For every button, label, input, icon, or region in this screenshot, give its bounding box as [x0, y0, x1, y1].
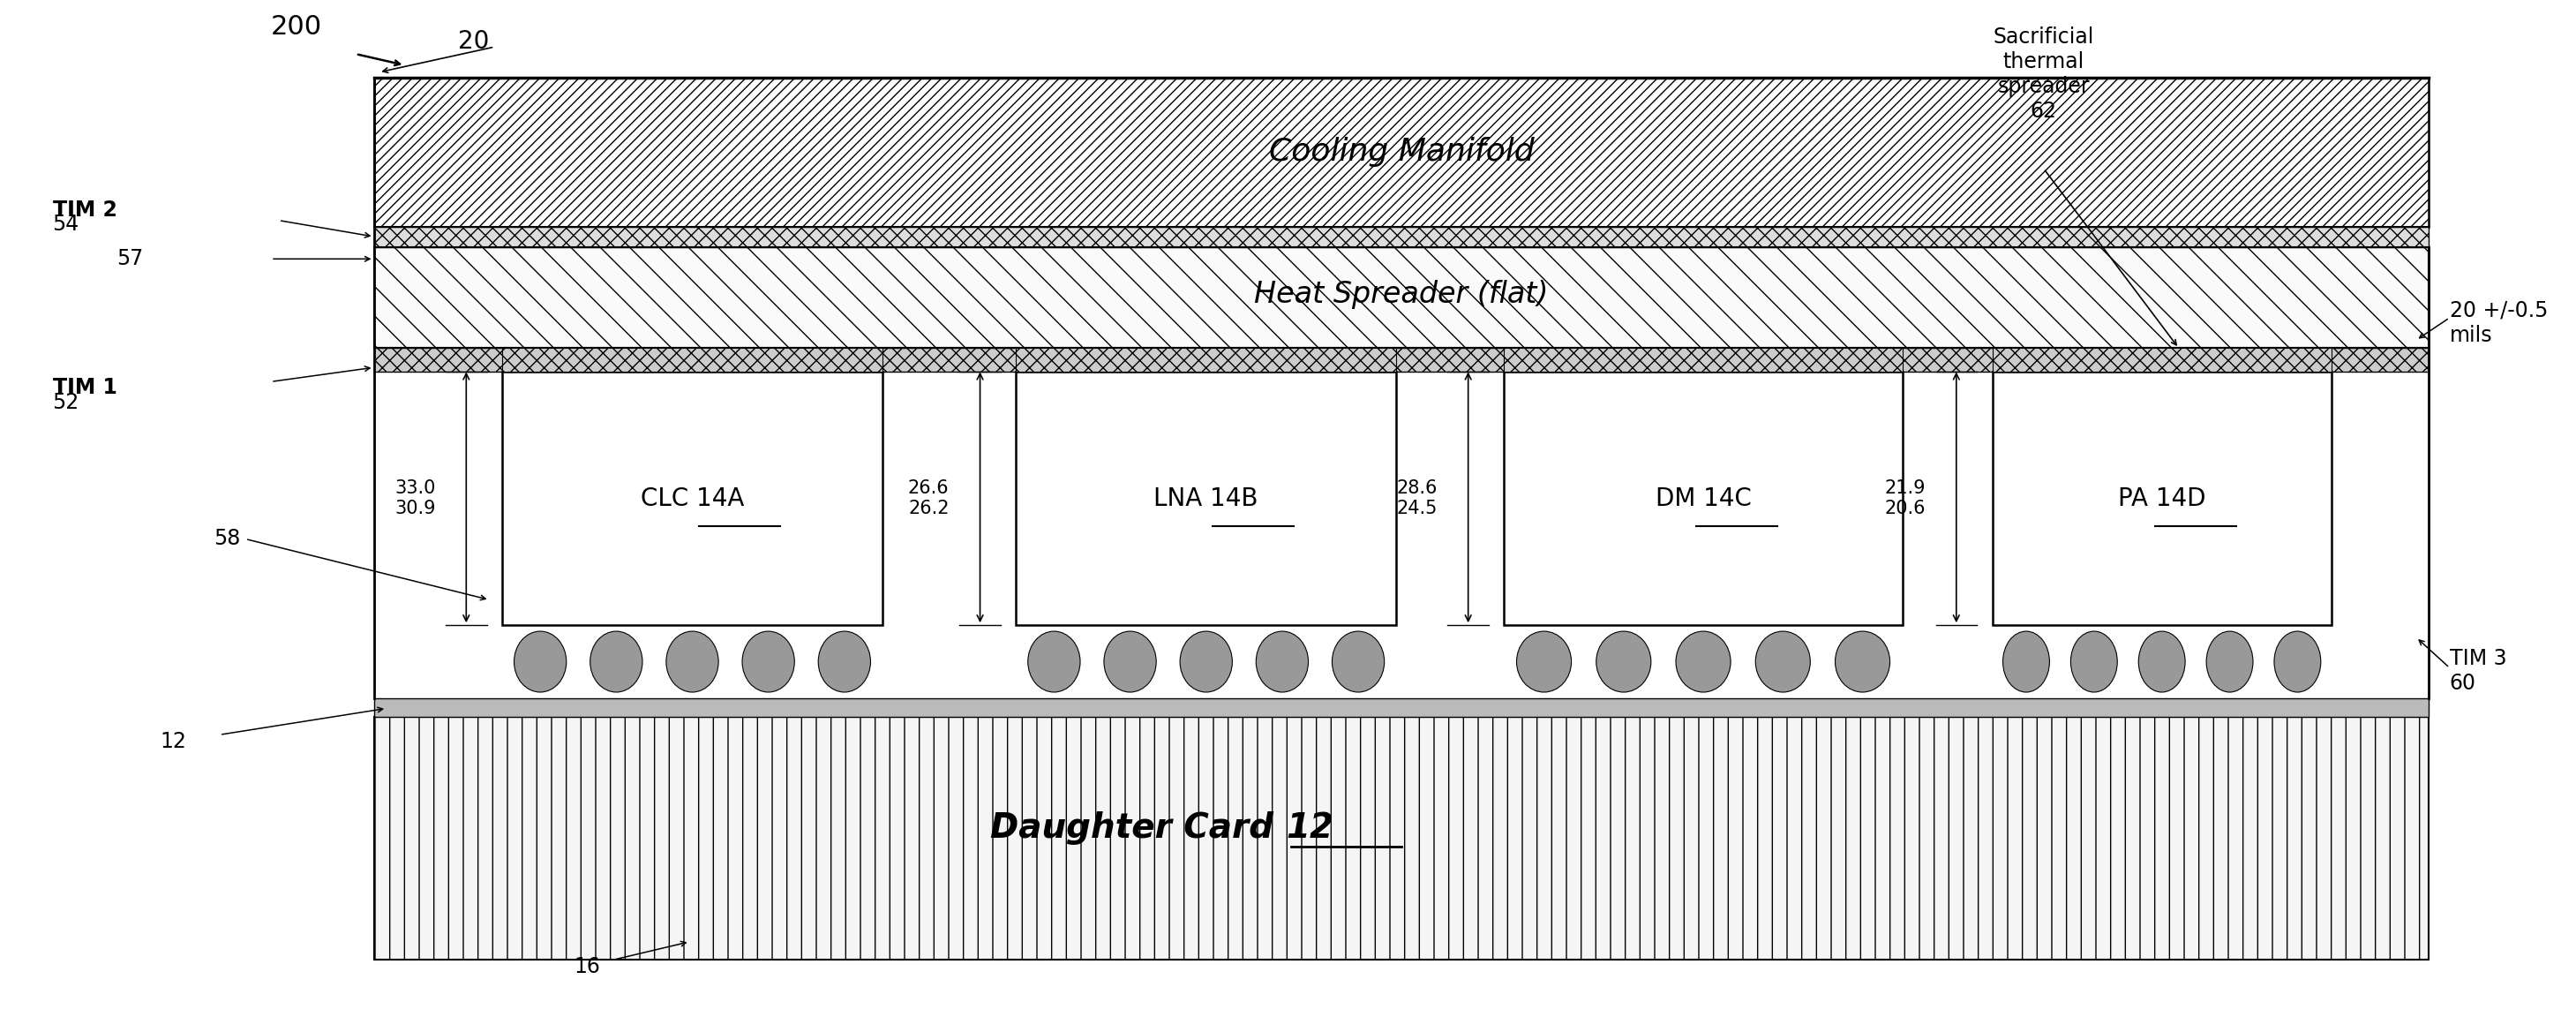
Text: TIM 2: TIM 2 [52, 199, 116, 221]
Text: 33.0
30.9: 33.0 30.9 [394, 479, 435, 518]
Ellipse shape [2071, 632, 2117, 693]
Ellipse shape [2205, 632, 2254, 693]
Text: 16: 16 [574, 956, 600, 977]
Ellipse shape [1105, 632, 1157, 693]
Text: Cooling Manifold: Cooling Manifold [1270, 137, 1535, 167]
Text: 12: 12 [160, 731, 185, 753]
Ellipse shape [2275, 632, 2321, 693]
Text: PA 14D: PA 14D [2117, 486, 2205, 511]
Bar [1504, 371, 1901, 625]
Text: 58: 58 [214, 529, 240, 549]
Ellipse shape [1517, 632, 1571, 693]
Text: 57: 57 [116, 248, 144, 270]
Ellipse shape [1677, 632, 1731, 693]
Ellipse shape [1257, 632, 1309, 693]
Text: 52: 52 [52, 392, 80, 413]
Text: LNA 14B: LNA 14B [1154, 486, 1260, 511]
Bar [374, 717, 2429, 960]
Ellipse shape [819, 632, 871, 693]
Bar [374, 699, 2429, 717]
Ellipse shape [1028, 632, 1079, 693]
Bar [1991, 371, 2331, 625]
Ellipse shape [590, 632, 641, 693]
Text: 28.6
24.5: 28.6 24.5 [1396, 479, 1437, 518]
Text: TIM 3
60: TIM 3 60 [2450, 648, 2506, 694]
Bar [374, 77, 2429, 227]
Ellipse shape [2138, 632, 2184, 693]
Bar [374, 348, 2429, 371]
Text: 26.6
26.2: 26.6 26.2 [909, 479, 948, 518]
Ellipse shape [667, 632, 719, 693]
Bar [374, 227, 2429, 247]
Bar [502, 348, 884, 371]
Text: 54: 54 [52, 214, 80, 235]
Text: TIM 1: TIM 1 [52, 376, 116, 398]
Text: CLC 14A: CLC 14A [641, 486, 744, 511]
Bar [502, 371, 884, 625]
Text: DM 14C: DM 14C [1656, 486, 1752, 511]
Text: 200: 200 [270, 14, 322, 40]
Bar [1991, 348, 2331, 371]
Ellipse shape [2004, 632, 2050, 693]
Ellipse shape [1597, 632, 1651, 693]
Bar [1504, 348, 1901, 371]
Ellipse shape [1332, 632, 1383, 693]
Ellipse shape [1754, 632, 1811, 693]
Text: 21.9
20.6: 21.9 20.6 [1886, 479, 1924, 518]
Bar [1015, 371, 1396, 625]
Bar [1015, 348, 1396, 371]
Ellipse shape [1834, 632, 1891, 693]
Text: 12: 12 [1285, 812, 1334, 845]
Text: 20 +/-0.5
mils: 20 +/-0.5 mils [2450, 300, 2548, 346]
Ellipse shape [515, 632, 567, 693]
Text: 20: 20 [459, 29, 489, 54]
Text: Sacrificial
thermal
spreader
62: Sacrificial thermal spreader 62 [1994, 26, 2094, 121]
Ellipse shape [742, 632, 793, 693]
Bar [374, 247, 2429, 348]
Ellipse shape [1180, 632, 1231, 693]
Text: Daughter Card: Daughter Card [992, 812, 1285, 845]
Text: Heat Spreader (flat): Heat Spreader (flat) [1255, 280, 1548, 309]
